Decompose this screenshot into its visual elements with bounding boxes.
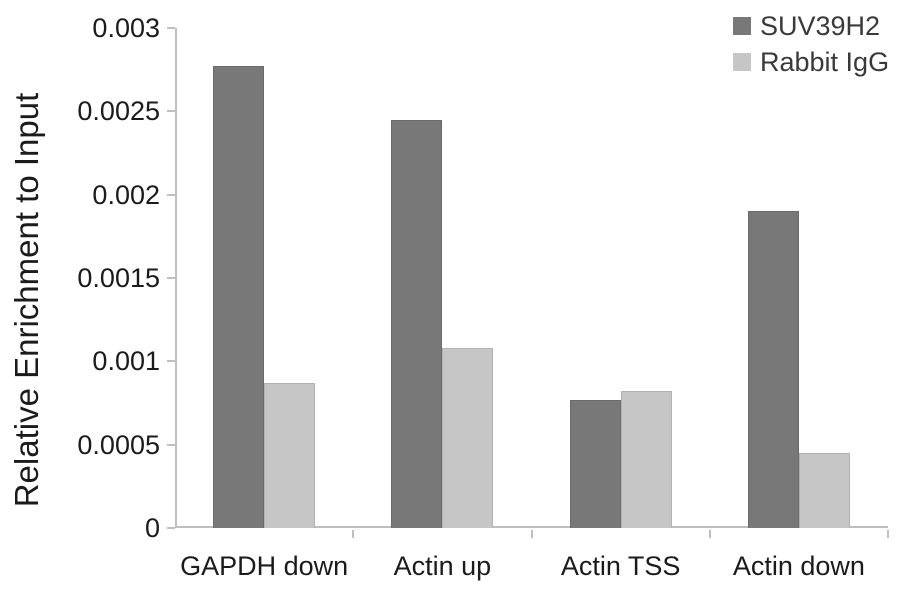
bar-rabbit-igg-actin-down bbox=[798, 453, 850, 528]
bar-suv39h2-actin-tss bbox=[569, 399, 621, 528]
bar-suv39h2-gapdh-down bbox=[213, 66, 265, 528]
y-tick-label-0-0005: 0.0005 bbox=[77, 429, 160, 460]
x-tick-mark bbox=[887, 530, 889, 538]
y-tick-label-0-001: 0.001 bbox=[92, 346, 160, 377]
y-tick-mark bbox=[167, 360, 175, 363]
y-tick-label-0-0015: 0.0015 bbox=[77, 263, 160, 293]
y-tick-mark bbox=[167, 277, 175, 279]
legend: SUV39H2 Rabbit IgG bbox=[733, 8, 889, 80]
x-tick-mark bbox=[530, 530, 533, 538]
plot-area bbox=[175, 28, 888, 528]
bar-suv39h2-actin-up bbox=[391, 119, 443, 528]
y-tick-label-0-0025: 0.0025 bbox=[77, 96, 160, 127]
bar-rabbit-igg-actin-up bbox=[442, 348, 494, 528]
y-tick-label-0: 0 bbox=[144, 513, 160, 543]
x-axis-label-actin-down: Actin down bbox=[732, 551, 865, 581]
y-tick-mark bbox=[167, 527, 175, 529]
bar-rabbit-igg-gapdh-down bbox=[264, 383, 316, 528]
x-axis-label-actin-tss: Actin TSS bbox=[560, 551, 681, 581]
legend-swatch-rabbit-igg bbox=[733, 53, 751, 71]
legend-label-rabbit-igg: Rabbit IgG bbox=[760, 46, 890, 77]
legend-item-rabbit-igg: Rabbit IgG bbox=[733, 44, 889, 80]
y-tick-mark bbox=[167, 193, 175, 196]
y-tick-mark bbox=[167, 110, 175, 113]
x-tick-mark bbox=[352, 530, 355, 538]
bar-suv39h2-actin-down bbox=[747, 211, 799, 528]
y-tick-label-0-003: 0.003 bbox=[92, 13, 160, 43]
x-axis-label-actin-up: Actin up bbox=[393, 551, 492, 581]
x-tick-mark bbox=[708, 530, 711, 538]
legend-item-suv39h2: SUV39H2 bbox=[733, 8, 889, 44]
y-tick-mark bbox=[167, 27, 175, 29]
bar-rabbit-igg-actin-tss bbox=[620, 391, 672, 528]
x-axis-label-gapdh-down: GAPDH down bbox=[180, 551, 349, 581]
legend-label-suv39h2: SUV39H2 bbox=[760, 10, 881, 41]
y-tick-mark bbox=[167, 443, 175, 446]
y-tick-label-0-002: 0.002 bbox=[92, 179, 160, 210]
legend-swatch-suv39h2 bbox=[733, 17, 751, 35]
